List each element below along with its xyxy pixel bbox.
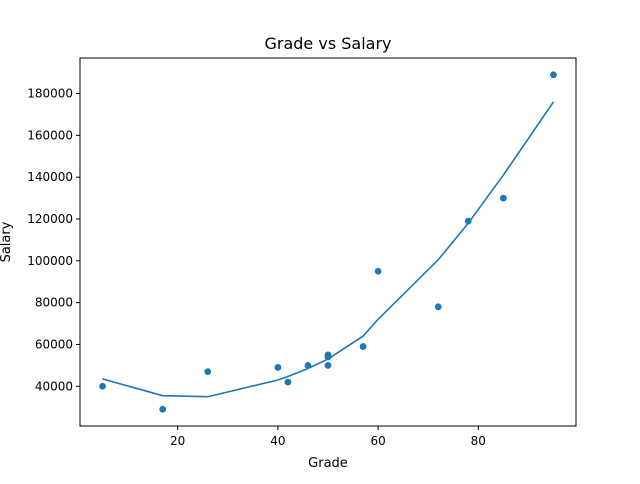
scatter-point [464,217,472,225]
scatter-point [324,353,332,361]
y-tick-label: 60000 [35,337,73,351]
scatter-point [359,343,367,350]
y-tick-label: 80000 [35,296,73,310]
chart-title: Grade vs Salary [264,34,391,53]
y-axis-ticks: 40000 60000 80000 100000 120000 140000 160000 1… [27,87,80,393]
x-axis-label: Grade [308,456,348,471]
scatter-point [499,194,507,202]
scatter-point [284,378,292,386]
y-tick-label: 40000 [35,379,73,393]
scatter-point [204,368,212,376]
y-tick-label: 100000 [27,254,73,268]
y-tick-label: 160000 [27,128,73,142]
x-tick-label: 40 [270,434,285,448]
y-tick-label: 140000 [27,170,73,184]
scatter-point [324,361,332,369]
y-tick-label: 120000 [27,212,73,226]
scatter-point [304,361,312,369]
x-tick-label: 80 [471,434,486,448]
plot-frame [79,57,577,427]
x-axis-ticks: 20 40 60 80 [170,426,486,448]
x-tick-label: 60 [370,434,385,448]
scatter-point [550,71,557,79]
x-tick-label: 20 [170,434,185,448]
scatter-point [374,267,382,275]
scatter-point [159,405,167,413]
scatter-points-layer [99,71,557,413]
y-tick-label: 180000 [27,87,73,101]
scatter-point [99,382,106,390]
y-axis-label: Salary [0,221,14,262]
scatter-point [274,364,282,371]
scatter-point [434,303,442,311]
